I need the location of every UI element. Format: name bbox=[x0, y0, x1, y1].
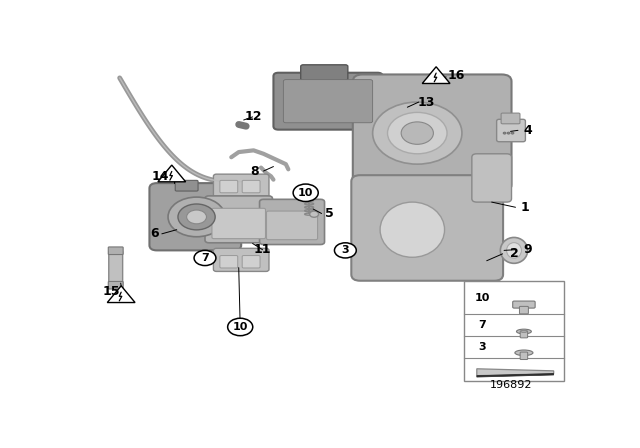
FancyBboxPatch shape bbox=[513, 301, 535, 308]
FancyBboxPatch shape bbox=[109, 251, 123, 286]
FancyBboxPatch shape bbox=[497, 119, 525, 142]
Text: 10: 10 bbox=[475, 293, 490, 303]
Text: 3: 3 bbox=[479, 342, 486, 353]
FancyBboxPatch shape bbox=[353, 74, 511, 192]
Polygon shape bbox=[477, 374, 554, 377]
Text: 13: 13 bbox=[417, 95, 435, 108]
FancyBboxPatch shape bbox=[213, 174, 269, 197]
Circle shape bbox=[228, 318, 253, 336]
FancyBboxPatch shape bbox=[150, 183, 241, 250]
Text: 9: 9 bbox=[524, 243, 532, 256]
Circle shape bbox=[293, 184, 318, 202]
Text: 10: 10 bbox=[232, 322, 248, 332]
Polygon shape bbox=[422, 67, 450, 83]
FancyBboxPatch shape bbox=[220, 181, 237, 193]
Text: 1: 1 bbox=[521, 201, 530, 214]
FancyBboxPatch shape bbox=[242, 255, 260, 268]
Ellipse shape bbox=[168, 197, 225, 237]
FancyBboxPatch shape bbox=[520, 306, 529, 314]
Text: 10: 10 bbox=[298, 188, 314, 198]
FancyBboxPatch shape bbox=[260, 199, 324, 245]
Ellipse shape bbox=[516, 329, 531, 334]
Ellipse shape bbox=[187, 210, 207, 224]
Ellipse shape bbox=[503, 132, 506, 134]
FancyBboxPatch shape bbox=[175, 181, 198, 191]
FancyBboxPatch shape bbox=[520, 331, 527, 338]
FancyBboxPatch shape bbox=[213, 248, 269, 271]
FancyBboxPatch shape bbox=[520, 352, 528, 360]
Text: 6: 6 bbox=[150, 227, 159, 240]
Text: 16: 16 bbox=[447, 69, 465, 82]
Text: 2: 2 bbox=[509, 247, 518, 260]
FancyBboxPatch shape bbox=[212, 208, 266, 239]
FancyBboxPatch shape bbox=[108, 281, 123, 289]
Ellipse shape bbox=[511, 132, 514, 134]
FancyBboxPatch shape bbox=[284, 80, 372, 123]
FancyBboxPatch shape bbox=[465, 281, 564, 382]
Circle shape bbox=[335, 243, 356, 258]
Ellipse shape bbox=[500, 237, 527, 263]
Polygon shape bbox=[158, 165, 186, 182]
Circle shape bbox=[194, 250, 216, 266]
Text: 5: 5 bbox=[325, 207, 334, 220]
Text: 8: 8 bbox=[250, 164, 259, 177]
Text: 3: 3 bbox=[342, 246, 349, 255]
Ellipse shape bbox=[401, 122, 433, 144]
Ellipse shape bbox=[507, 243, 522, 258]
Text: 12: 12 bbox=[245, 110, 262, 123]
Ellipse shape bbox=[515, 350, 533, 356]
FancyBboxPatch shape bbox=[108, 247, 123, 254]
Ellipse shape bbox=[380, 202, 445, 257]
FancyBboxPatch shape bbox=[205, 196, 273, 243]
Polygon shape bbox=[477, 369, 554, 376]
Ellipse shape bbox=[372, 102, 462, 164]
Ellipse shape bbox=[310, 211, 319, 217]
Ellipse shape bbox=[178, 204, 215, 230]
Ellipse shape bbox=[388, 112, 447, 154]
FancyBboxPatch shape bbox=[472, 154, 511, 202]
Ellipse shape bbox=[507, 132, 510, 134]
Text: 11: 11 bbox=[254, 243, 271, 256]
FancyBboxPatch shape bbox=[501, 113, 520, 124]
Text: 15: 15 bbox=[102, 285, 120, 298]
FancyBboxPatch shape bbox=[273, 73, 383, 129]
FancyBboxPatch shape bbox=[301, 65, 348, 80]
Ellipse shape bbox=[521, 331, 527, 332]
FancyBboxPatch shape bbox=[266, 211, 317, 240]
FancyBboxPatch shape bbox=[242, 181, 260, 193]
Polygon shape bbox=[108, 286, 135, 302]
Text: 7: 7 bbox=[478, 320, 486, 331]
Text: 14: 14 bbox=[152, 170, 169, 183]
FancyBboxPatch shape bbox=[220, 255, 237, 268]
Text: 196892: 196892 bbox=[490, 380, 532, 390]
Text: 7: 7 bbox=[201, 253, 209, 263]
Text: 4: 4 bbox=[524, 124, 532, 137]
FancyBboxPatch shape bbox=[351, 175, 503, 281]
